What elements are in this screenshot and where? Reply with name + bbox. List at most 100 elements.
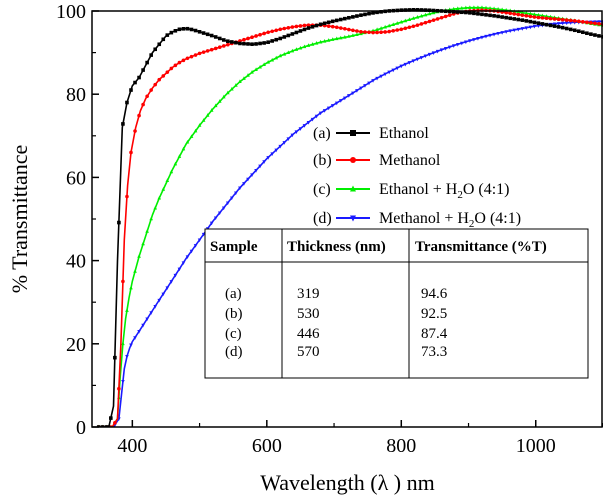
data-point	[480, 5, 484, 9]
data-point	[556, 25, 561, 29]
legend-prefix: (a)	[313, 125, 331, 142]
data-point	[213, 35, 218, 39]
data-point	[383, 72, 387, 77]
data-point	[254, 42, 258, 46]
data-point	[403, 18, 408, 23]
data-point	[125, 100, 129, 105]
data-point	[556, 17, 561, 22]
data-point	[250, 173, 254, 177]
data-point	[238, 41, 242, 46]
data-point	[476, 37, 480, 41]
data-point	[455, 6, 460, 10]
data-point	[141, 241, 145, 246]
data-point	[125, 194, 129, 199]
data-point	[294, 30, 299, 35]
data-point	[351, 33, 355, 37]
data-point	[375, 10, 379, 15]
data-point	[185, 255, 190, 259]
data-point	[306, 43, 311, 47]
data-point	[520, 18, 525, 22]
data-point	[157, 77, 162, 82]
table-cell: 94.6	[421, 286, 448, 302]
table-row: (a) 319 94.6	[225, 286, 448, 302]
table-cell: 319	[297, 286, 320, 302]
data-point	[278, 144, 283, 149]
data-point	[129, 88, 133, 92]
data-point	[476, 5, 480, 9]
data-point	[113, 355, 117, 360]
data-point	[351, 15, 355, 19]
data-point	[492, 32, 496, 37]
data-point	[234, 40, 238, 45]
data-point	[548, 16, 553, 21]
table-header-cell: Sample	[210, 239, 258, 255]
data-point	[226, 42, 230, 47]
data-point	[177, 27, 182, 32]
data-point	[338, 17, 343, 22]
y-tick-label: 100	[56, 1, 86, 23]
table-row: (d) 570 73.3	[225, 344, 447, 360]
data-point	[121, 341, 125, 346]
data-point	[173, 29, 178, 33]
data-point	[298, 24, 303, 28]
table-cell: (a)	[225, 286, 242, 302]
data-point	[403, 62, 408, 67]
data-point	[270, 152, 274, 156]
data-point	[435, 17, 440, 21]
data-point	[431, 10, 436, 15]
data-point	[141, 102, 145, 107]
data-point	[520, 13, 525, 17]
x-tick-label: 400	[117, 435, 147, 457]
data-point	[363, 84, 367, 88]
data-point	[407, 17, 412, 22]
data-point	[217, 36, 222, 41]
data-point	[137, 75, 141, 80]
data-point	[181, 146, 186, 151]
data-point	[334, 25, 339, 30]
data-point	[169, 66, 174, 71]
data-point	[173, 161, 178, 166]
data-point	[572, 19, 577, 23]
data-point	[472, 38, 476, 42]
data-point	[173, 63, 178, 68]
data-point	[294, 47, 299, 51]
data-point	[153, 305, 158, 309]
table-cell: 530	[297, 306, 320, 322]
y-tick-label: 40	[66, 251, 86, 273]
data-point	[343, 34, 347, 39]
data-point	[145, 317, 149, 322]
data-point	[290, 32, 295, 36]
data-point	[350, 157, 356, 163]
data-point	[294, 24, 299, 29]
data-point	[552, 17, 557, 21]
data-point	[262, 160, 266, 164]
data-point	[189, 249, 194, 254]
data-point	[270, 57, 274, 62]
data-point	[149, 311, 153, 315]
data-point	[597, 22, 601, 26]
data-point	[350, 185, 356, 192]
data-point	[213, 216, 218, 221]
data-point	[145, 60, 149, 65]
table-row: (b) 530 92.5	[225, 306, 447, 322]
x-tick-label: 800	[386, 435, 416, 457]
data-point	[500, 31, 504, 35]
data-point	[480, 12, 484, 17]
data-point	[383, 24, 387, 29]
data-point	[189, 27, 194, 32]
data-point	[157, 42, 162, 47]
data-point	[129, 343, 133, 348]
data-point	[564, 18, 569, 22]
y-tick-label: 60	[66, 167, 86, 189]
data-point	[330, 19, 335, 24]
data-point	[326, 38, 331, 42]
data-point	[177, 60, 182, 65]
data-point	[411, 16, 416, 20]
data-point	[399, 64, 404, 69]
data-point	[290, 48, 295, 53]
data-point	[286, 33, 291, 38]
data-point	[153, 47, 158, 52]
data-point	[113, 421, 117, 425]
data-point	[254, 67, 258, 71]
data-point	[125, 308, 129, 312]
